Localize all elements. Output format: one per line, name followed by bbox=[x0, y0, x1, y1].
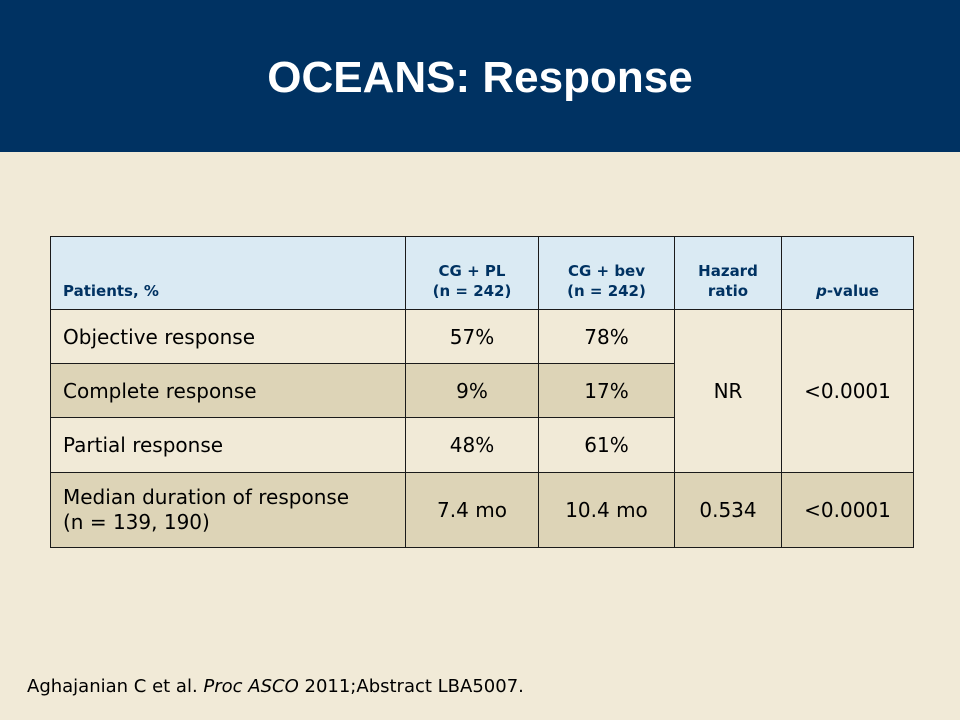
cell-cg-bev: 78% bbox=[538, 309, 675, 364]
cell-cg-pl: 48% bbox=[405, 417, 539, 473]
header-p-rest: -value bbox=[826, 282, 879, 300]
title-banner: OCEANS: Response bbox=[0, 0, 960, 152]
citation-rest: 2011;Abstract LBA5007. bbox=[298, 676, 524, 697]
table-row: Complete response 9% 17% bbox=[50, 363, 914, 418]
header-cg-pl: CG + PL (n = 242) bbox=[405, 236, 539, 310]
citation: Aghajanian C et al. Proc ASCO 2011;Abstr… bbox=[27, 676, 524, 697]
table-row: Partial response 48% 61% bbox=[50, 417, 914, 473]
citation-journal: Proc ASCO bbox=[203, 676, 299, 697]
cell-cg-pl: 7.4 mo bbox=[405, 472, 539, 548]
header-cg-bev-line2: (n = 242) bbox=[567, 282, 646, 300]
cell-p-value-merged: <0.0001 bbox=[781, 309, 914, 473]
cell-p-value: <0.0001 bbox=[781, 472, 914, 548]
header-hazard-ratio: Hazard ratio bbox=[674, 236, 782, 310]
header-cg-bev: CG + bev (n = 242) bbox=[538, 236, 675, 310]
table-row: Objective response 57% 78% NR <0.0001 bbox=[50, 309, 914, 473]
row-label: Median duration of response (n = 139, 19… bbox=[50, 472, 406, 548]
cell-cg-pl: 57% bbox=[405, 309, 539, 364]
cell-cg-pl: 9% bbox=[405, 363, 539, 418]
slide-title: OCEANS: Response bbox=[267, 53, 693, 102]
row-label: Partial response bbox=[50, 417, 406, 473]
response-table: Patients, % CG + PL (n = 242) CG + bev (… bbox=[50, 236, 914, 548]
table-row: Median duration of response (n = 139, 19… bbox=[50, 472, 914, 548]
row-label-line1: Median duration of response bbox=[63, 485, 350, 509]
header-p-italic: p bbox=[816, 282, 827, 300]
cell-hazard-ratio-merged: NR bbox=[674, 309, 782, 473]
header-cg-pl-line2: (n = 242) bbox=[432, 282, 512, 300]
header-patients: Patients, % bbox=[50, 236, 406, 310]
row-label: Complete response bbox=[50, 363, 406, 418]
header-hazard-line2: ratio bbox=[707, 282, 749, 300]
row-label: Objective response bbox=[50, 309, 406, 364]
header-p-value: p-value bbox=[781, 236, 914, 310]
cell-cg-bev: 61% bbox=[538, 417, 675, 473]
header-cg-bev-line1: CG + bev bbox=[567, 262, 646, 280]
cell-cg-bev: 10.4 mo bbox=[538, 472, 675, 548]
cell-cg-bev: 17% bbox=[538, 363, 675, 418]
header-cg-pl-line1: CG + PL bbox=[438, 262, 506, 280]
table-header-row: Patients, % CG + PL (n = 242) CG + bev (… bbox=[50, 236, 914, 310]
row-label-line2: (n = 139, 190) bbox=[63, 510, 210, 534]
header-hazard-line1: Hazard bbox=[698, 262, 758, 280]
cell-hazard-ratio: 0.534 bbox=[674, 472, 782, 548]
citation-authors: Aghajanian C et al. bbox=[27, 676, 204, 697]
